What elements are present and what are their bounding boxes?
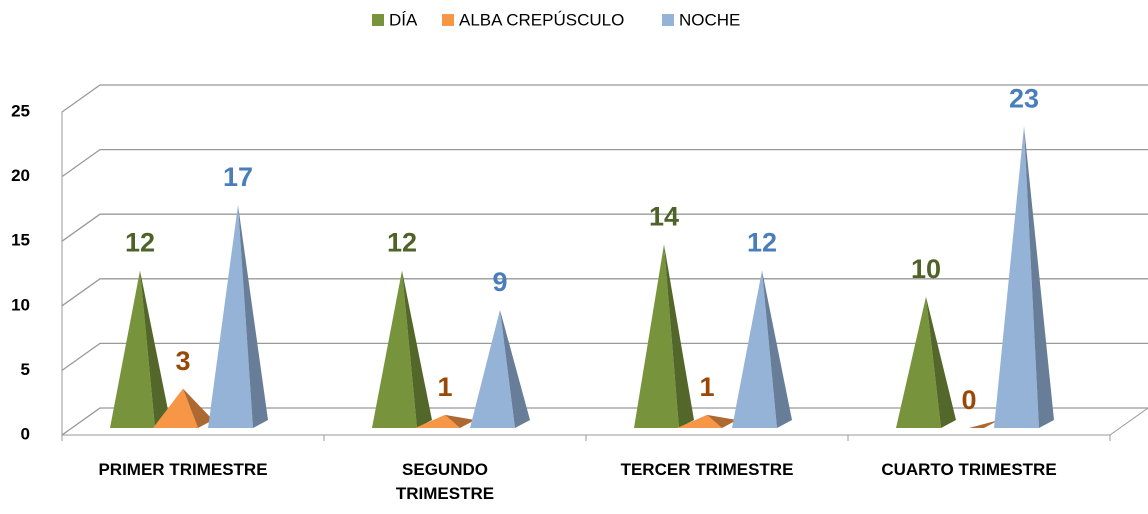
- y-tick-label: 0: [21, 424, 30, 443]
- legend-swatch: [372, 14, 384, 26]
- x-tick-label: CUARTO TRIMESTRE: [881, 460, 1057, 479]
- data-label: 9: [492, 267, 507, 297]
- pyramid: [969, 420, 999, 428]
- x-tick-label: PRIMER TRIMESTRE: [98, 460, 268, 479]
- data-label: 17: [223, 162, 253, 192]
- data-label: 23: [1009, 83, 1039, 113]
- pyramid: [896, 296, 956, 428]
- y-tick-label: 10: [11, 295, 30, 314]
- pyramid-side: [1024, 126, 1054, 429]
- grid-line: [61, 213, 1148, 242]
- pyramid-front: [896, 296, 941, 428]
- data-label: 12: [125, 228, 155, 258]
- pyramid-side: [402, 270, 432, 428]
- data-label: 0: [961, 385, 976, 415]
- floor-right: [1109, 407, 1148, 436]
- grid-line: [61, 278, 1148, 307]
- pyramid: [994, 126, 1054, 429]
- pyramid-side: [762, 270, 792, 428]
- grid-line: [61, 84, 1148, 113]
- legend-label: DÍA: [389, 10, 418, 29]
- grid-line: [61, 148, 1148, 178]
- pyramid: [110, 270, 170, 428]
- pyramid-side: [969, 420, 999, 428]
- y-tick-label: 25: [11, 101, 30, 120]
- pyramid-side: [664, 244, 694, 428]
- pyramid: [634, 244, 694, 428]
- pyramid-side: [445, 414, 475, 428]
- pyramid: [415, 414, 475, 428]
- legend-swatch: [442, 14, 454, 26]
- pyramid-side: [238, 204, 268, 428]
- pyramid-side: [140, 270, 170, 428]
- pyramid: [677, 414, 737, 428]
- pyramid-front: [110, 270, 155, 428]
- data-label: 3: [175, 346, 190, 376]
- data-label: 12: [387, 228, 417, 258]
- pyramid-front: [634, 244, 679, 428]
- y-tick-label: 5: [21, 360, 30, 379]
- pyramid: [470, 309, 530, 428]
- pyramid-side: [707, 414, 737, 428]
- pyramid-side: [500, 309, 530, 428]
- y-tick-label: 15: [11, 231, 30, 250]
- pyramid: [208, 204, 268, 428]
- pyramid: [153, 388, 213, 428]
- x-tick-label: SEGUNDO TRIMESTRE: [395, 460, 495, 503]
- pyramid: [732, 270, 792, 428]
- pyramid-side: [183, 388, 213, 428]
- data-label: 14: [649, 201, 679, 231]
- data-label: 1: [699, 372, 714, 402]
- pyramid-front: [732, 270, 777, 428]
- grid-line: [61, 407, 1148, 436]
- legend-swatch: [662, 14, 674, 26]
- pyramid-front: [372, 270, 417, 428]
- x-tick-label: TERCER TRIMESTRE: [620, 460, 794, 479]
- data-label: 12: [747, 228, 777, 258]
- pyramid-side: [926, 296, 956, 428]
- data-label: 1: [437, 372, 452, 402]
- grid-line: [61, 342, 1148, 371]
- legend-label: ALBA CREPÚSCULO: [459, 10, 624, 29]
- pyramid: [372, 270, 432, 428]
- y-tick-label: 20: [11, 166, 30, 185]
- legend-label: NOCHE: [679, 10, 740, 29]
- data-label: 10: [911, 254, 941, 284]
